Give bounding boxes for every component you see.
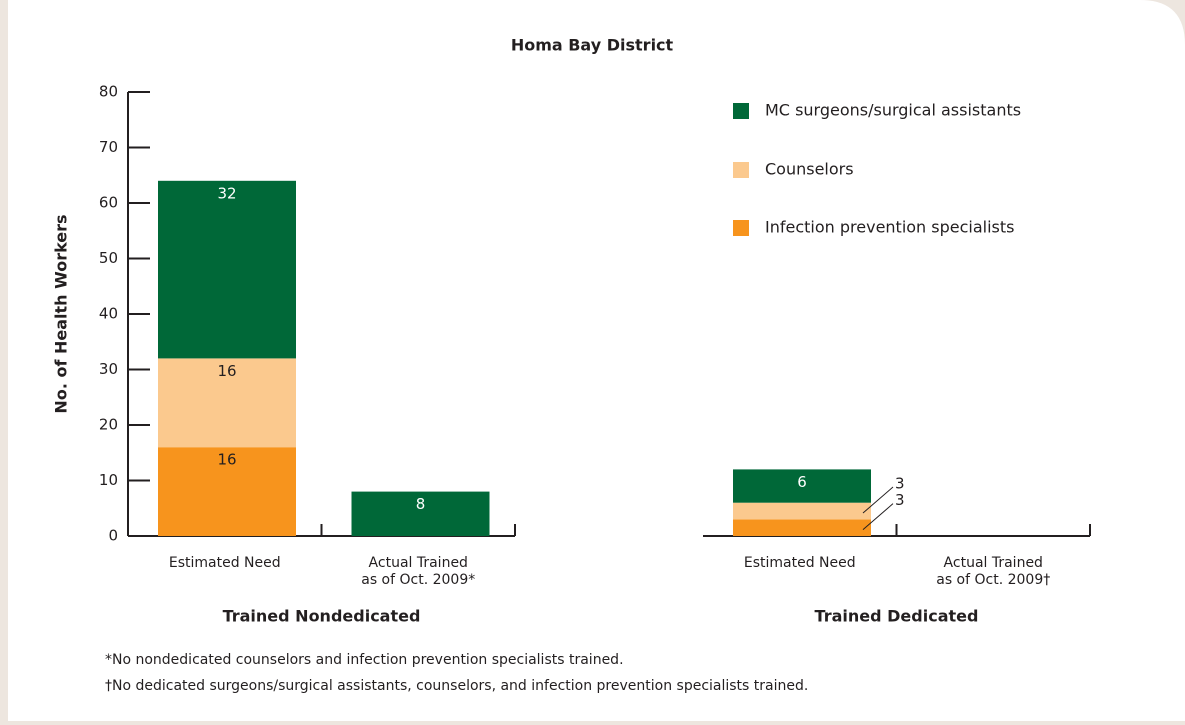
y-tick-label: 40 [99,305,118,323]
legend-label: Counselors [765,160,854,179]
y-tick-label: 0 [108,527,118,545]
chart-title: Homa Bay District [511,36,674,55]
legend-swatch [733,162,749,178]
y-tick-label: 70 [99,138,118,156]
legend-label: MC surgeons/surgical assistants [765,101,1021,120]
data-label: 16 [217,362,236,380]
y-tick-label: 20 [99,416,118,434]
x-tick-label: Estimated Need [744,555,856,571]
y-axis-label: No. of Health Workers [52,214,71,413]
bar-segment [158,180,296,359]
y-tick-label: 50 [99,249,118,267]
data-label: 3 [895,475,905,493]
data-label: 6 [797,473,807,491]
y-tick-label: 80 [99,83,118,101]
panel [8,0,1185,721]
group-label: Trained Nondedicated [223,607,421,626]
legend-swatch [733,220,749,236]
bar-segment [158,358,296,448]
bar-segment [158,447,296,536]
group-label: Trained Dedicated [815,607,979,626]
footnote: *No nondedicated counselors and infectio… [105,652,624,668]
data-label: 3 [895,491,905,509]
leader-line [862,503,894,531]
data-label: 8 [416,495,426,513]
bar-segment [733,502,871,520]
data-label: 32 [217,184,236,202]
y-tick-label: 30 [99,360,118,378]
leader-line [862,486,894,514]
bar-segment [733,519,871,536]
legend-label: Infection prevention specialists [765,218,1015,237]
footnote: †No dedicated surgeons/surgical assistan… [105,678,808,694]
x-tick-label: Actual Trained as of Oct. 2009† [936,555,1050,588]
x-tick-label: Actual Trained as of Oct. 2009* [361,555,475,588]
bar-segment [351,491,490,536]
bar-segment [733,469,871,503]
y-tick-label: 10 [99,471,118,489]
x-tick-label: Estimated Need [169,555,281,571]
y-tick-label: 60 [99,194,118,212]
data-label: 16 [217,451,236,469]
legend-swatch [733,103,749,119]
